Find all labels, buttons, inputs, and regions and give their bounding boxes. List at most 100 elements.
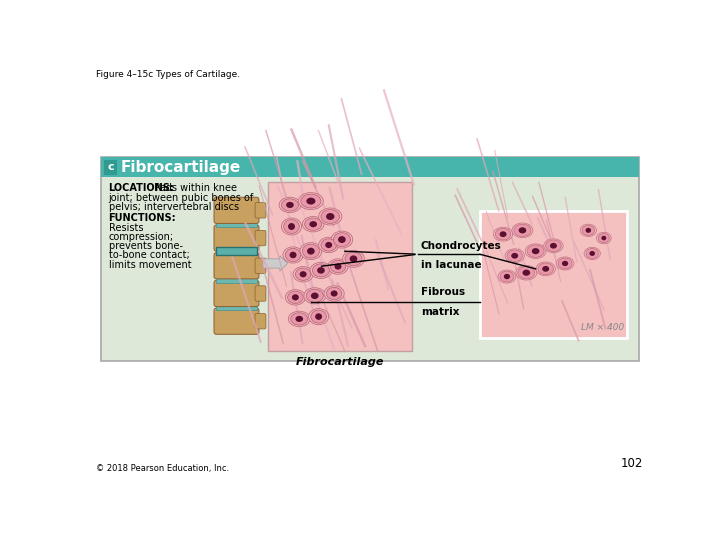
Text: Fibrous: Fibrous — [421, 287, 465, 298]
Ellipse shape — [282, 218, 302, 235]
Ellipse shape — [291, 313, 307, 325]
Ellipse shape — [330, 291, 338, 296]
Ellipse shape — [302, 217, 324, 232]
Ellipse shape — [301, 194, 321, 208]
Ellipse shape — [550, 243, 557, 248]
FancyBboxPatch shape — [216, 221, 256, 227]
Ellipse shape — [309, 308, 329, 325]
Ellipse shape — [302, 244, 320, 258]
Bar — [101, 157, 639, 361]
Ellipse shape — [328, 259, 348, 274]
Text: c: c — [107, 162, 114, 172]
Ellipse shape — [289, 311, 310, 327]
FancyBboxPatch shape — [214, 225, 259, 251]
Text: joint; between pubic bones of: joint; between pubic bones of — [109, 193, 254, 202]
Ellipse shape — [307, 248, 315, 254]
FancyBboxPatch shape — [216, 247, 256, 255]
Ellipse shape — [582, 225, 595, 235]
Text: Figure 4–15c Types of Cartilage.: Figure 4–15c Types of Cartilage. — [96, 70, 240, 79]
Ellipse shape — [325, 242, 332, 248]
Ellipse shape — [335, 264, 341, 269]
Text: Fibrocartilage: Fibrocartilage — [295, 357, 384, 367]
Ellipse shape — [586, 248, 598, 259]
Ellipse shape — [287, 291, 303, 303]
FancyBboxPatch shape — [255, 314, 266, 329]
Ellipse shape — [317, 267, 325, 274]
Ellipse shape — [326, 213, 334, 220]
Text: 102: 102 — [621, 457, 644, 470]
Bar — [480, 211, 627, 338]
Text: prevents bone-: prevents bone- — [109, 241, 183, 251]
Ellipse shape — [338, 236, 346, 243]
Ellipse shape — [311, 310, 326, 323]
FancyBboxPatch shape — [216, 304, 256, 310]
Ellipse shape — [333, 233, 351, 247]
Ellipse shape — [596, 232, 611, 244]
Bar — [269, 182, 412, 351]
Ellipse shape — [310, 262, 332, 279]
Text: Resists: Resists — [109, 222, 143, 233]
Ellipse shape — [310, 221, 317, 227]
Bar — [482, 213, 629, 340]
Ellipse shape — [285, 289, 305, 305]
Ellipse shape — [542, 266, 549, 272]
Ellipse shape — [504, 274, 510, 279]
Ellipse shape — [300, 242, 322, 260]
Ellipse shape — [585, 228, 591, 233]
Ellipse shape — [289, 252, 297, 258]
FancyBboxPatch shape — [214, 280, 259, 307]
Ellipse shape — [304, 288, 325, 304]
Ellipse shape — [562, 261, 568, 266]
Ellipse shape — [288, 223, 295, 230]
Ellipse shape — [546, 240, 561, 252]
Ellipse shape — [518, 227, 526, 233]
Ellipse shape — [292, 294, 299, 300]
FancyBboxPatch shape — [255, 231, 266, 246]
Ellipse shape — [343, 251, 364, 267]
Ellipse shape — [601, 236, 606, 240]
Ellipse shape — [590, 251, 595, 256]
Text: FUNCTIONS:: FUNCTIONS: — [109, 213, 176, 222]
FancyBboxPatch shape — [255, 286, 266, 301]
Ellipse shape — [286, 202, 294, 208]
Text: Pads within knee: Pads within knee — [151, 184, 237, 193]
Ellipse shape — [507, 250, 523, 261]
Ellipse shape — [527, 245, 544, 257]
Ellipse shape — [305, 218, 322, 231]
Ellipse shape — [299, 193, 323, 210]
Ellipse shape — [285, 248, 301, 261]
FancyArrow shape — [263, 256, 287, 271]
Ellipse shape — [523, 269, 530, 276]
Text: matrix: matrix — [421, 307, 459, 316]
Ellipse shape — [580, 224, 596, 237]
FancyBboxPatch shape — [214, 253, 259, 279]
FancyBboxPatch shape — [255, 258, 266, 273]
Text: © 2018 Pearson Education, Inc.: © 2018 Pearson Education, Inc. — [96, 464, 230, 473]
Text: LM × 400: LM × 400 — [581, 323, 624, 332]
Ellipse shape — [538, 263, 554, 275]
FancyBboxPatch shape — [214, 197, 259, 224]
Ellipse shape — [558, 258, 572, 269]
Ellipse shape — [495, 228, 510, 240]
FancyBboxPatch shape — [216, 276, 256, 283]
Ellipse shape — [326, 287, 342, 300]
Ellipse shape — [324, 286, 344, 301]
Text: compression;: compression; — [109, 232, 174, 242]
Ellipse shape — [321, 210, 340, 224]
Ellipse shape — [306, 289, 323, 302]
Ellipse shape — [311, 293, 318, 299]
Ellipse shape — [345, 252, 362, 266]
Ellipse shape — [556, 257, 574, 270]
Ellipse shape — [532, 248, 539, 254]
Text: pelvis; intervertebral discs: pelvis; intervertebral discs — [109, 202, 239, 212]
Ellipse shape — [525, 244, 546, 259]
Ellipse shape — [505, 249, 524, 262]
Text: Fibrocartilage: Fibrocartilage — [121, 160, 241, 175]
Ellipse shape — [312, 264, 330, 277]
Ellipse shape — [284, 220, 300, 233]
Ellipse shape — [493, 227, 513, 241]
Ellipse shape — [514, 224, 531, 237]
Ellipse shape — [300, 271, 307, 278]
Text: in lacunae: in lacunae — [421, 260, 482, 271]
Text: to-bone contact;: to-bone contact; — [109, 251, 189, 260]
